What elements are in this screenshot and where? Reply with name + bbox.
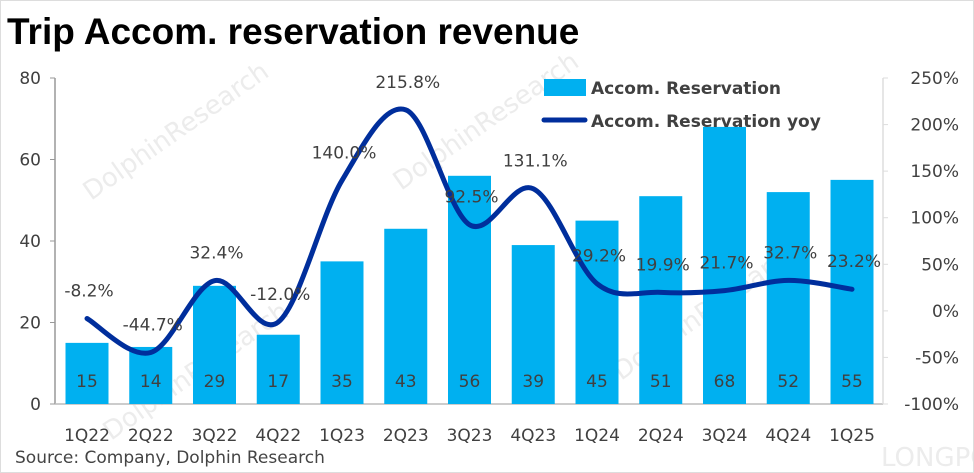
bar-value-label: 35 [331, 372, 353, 392]
yoy-data-label: -12.0% [250, 285, 310, 305]
bar-3Q22 [193, 285, 236, 404]
yoy-data-label: -44.7% [123, 315, 183, 335]
yoy-data-label: 23.2% [827, 252, 881, 272]
bar-2Q23 [384, 228, 428, 404]
left-axis-tick-label: 40 [19, 232, 41, 252]
x-axis-tick-label: 4Q22 [255, 426, 301, 446]
x-axis-tick-label: 1Q24 [574, 426, 620, 446]
legend-bar-label: Accom. Reservation [591, 79, 781, 99]
watermark: DolphinResearch [78, 56, 275, 206]
right-axis-tick-label: 0% [932, 302, 959, 322]
bar-value-label: 56 [459, 372, 481, 392]
bar-4Q23 [511, 245, 555, 404]
bar-value-label: 39 [522, 372, 544, 392]
bar-value-label: 15 [76, 372, 98, 392]
yoy-data-label: 32.4% [189, 244, 243, 264]
legend-bar-swatch [544, 79, 586, 96]
bar-value-label: 51 [650, 372, 672, 392]
left-axis-tick-label: 0 [30, 395, 41, 415]
yoy-data-label: 19.9% [636, 255, 690, 275]
x-axis-tick-label: 3Q23 [447, 426, 493, 446]
chart-title: Trip Accom. reservation revenue [7, 11, 580, 52]
yoy-data-label: 215.8% [375, 73, 440, 93]
x-axis-tick-label: 2Q22 [128, 426, 174, 446]
watermark-longport: LONGPORT [881, 443, 974, 473]
bar-2Q24 [639, 196, 683, 404]
yoy-line [84, 106, 855, 356]
x-axis-tick-label: 1Q23 [319, 426, 365, 446]
right-axis-tick-label: 150% [910, 162, 959, 182]
bar-3Q23 [448, 175, 491, 404]
right-axis-tick-label: 100% [910, 209, 959, 229]
yoy-data-label: 92.5% [444, 188, 498, 208]
right-axis-tick-label: 50% [921, 255, 959, 275]
bar-3Q24 [703, 126, 746, 405]
bar-4Q24 [766, 192, 810, 404]
bar-value-label: 45 [586, 372, 608, 392]
x-axis-tick-label: 4Q24 [765, 426, 811, 446]
right-axis-tick-label: 250% [910, 69, 959, 89]
yoy-data-label: 32.7% [763, 243, 817, 263]
yoy-data-label: -8.2% [64, 281, 113, 301]
x-axis-tick-label: 2Q24 [638, 426, 684, 446]
x-axis-tick-label: 2Q23 [383, 426, 429, 446]
bar-value-label: 68 [714, 372, 736, 392]
bar-value-label: 14 [140, 372, 162, 392]
right-axis-tick-label: -100% [904, 395, 959, 415]
x-axis-tick-label: 4Q23 [510, 426, 556, 446]
yoy-data-label: 21.7% [699, 254, 753, 274]
x-axis-tick-label: 3Q24 [702, 426, 748, 446]
bar-1Q23 [320, 261, 364, 404]
right-axis-tick-label: 200% [910, 116, 959, 136]
right-axis-tick-label: -50% [915, 348, 959, 368]
bar-value-label: 17 [267, 372, 289, 392]
bar-value-label: 55 [841, 372, 863, 392]
x-axis-tick-label: 1Q22 [64, 426, 110, 446]
left-axis-tick-label: 80 [19, 69, 41, 89]
bar-value-label: 43 [395, 372, 417, 392]
source-note: Source: Company, Dolphin Research [15, 448, 325, 468]
bar-4Q22 [256, 334, 300, 404]
yoy-data-label: 140.0% [312, 143, 377, 163]
bar-value-label: 29 [204, 372, 226, 392]
yoy-data-label: 131.1% [503, 152, 568, 172]
bar-value-label: 52 [777, 372, 799, 392]
legend-line-label: Accom. Reservation yoy [591, 112, 821, 132]
x-axis-tick-label: 1Q25 [829, 426, 875, 446]
left-axis-tick-label: 60 [19, 151, 41, 171]
bar-1Q25 [830, 179, 874, 404]
x-axis-tick-label: 3Q22 [192, 426, 238, 446]
bar-1Q22 [65, 342, 109, 404]
yoy-data-label: 29.2% [572, 247, 626, 267]
bar-1Q24 [575, 220, 619, 404]
bar-2Q22 [129, 346, 173, 404]
left-axis-tick-label: 20 [19, 314, 41, 334]
